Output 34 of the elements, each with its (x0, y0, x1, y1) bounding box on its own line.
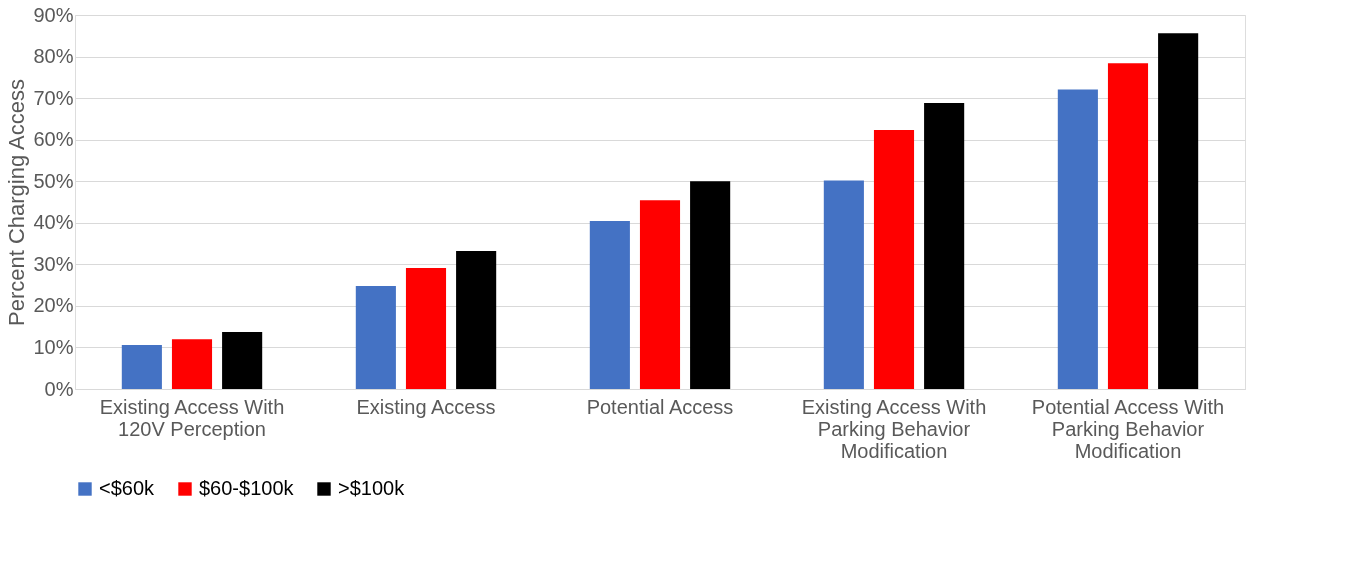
bar (823, 180, 864, 389)
bar (1107, 63, 1149, 389)
y-tick-label: 70% (33, 86, 74, 109)
bar (456, 251, 497, 389)
y-axis-title: Percent Charging Access (4, 78, 30, 327)
y-tick-label: 60% (33, 128, 74, 151)
bar (121, 344, 162, 389)
bar (355, 285, 396, 389)
bar (639, 200, 681, 389)
y-tick-label: 40% (33, 211, 74, 234)
y-tick-label: 50% (33, 169, 74, 192)
y-tick-label: 90% (33, 3, 74, 26)
legend-label: $60-$100k (199, 477, 295, 499)
x-tick-label: Existing Access With 120V Perception (99, 395, 285, 440)
x-tick-label: Potential Access (586, 395, 734, 418)
y-tick-label: 10% (33, 335, 74, 358)
y-tick-label: 30% (33, 252, 74, 275)
x-tick-label: Potential Access With Parking Behavior Modification (1031, 395, 1225, 462)
bar (589, 221, 630, 389)
bar (222, 332, 263, 389)
x-tick-label: Existing Access With Parking Behavior Modification (801, 395, 987, 462)
bar (1057, 89, 1098, 389)
x-tick-label: Existing Access (356, 395, 496, 418)
bar (924, 103, 965, 389)
legend-label: <$60k (99, 477, 156, 499)
bar (690, 181, 731, 389)
y-tick-label: 20% (33, 294, 74, 317)
bar (171, 339, 213, 389)
bar (1158, 33, 1199, 389)
bar (873, 130, 915, 389)
legend-label: >$100k (338, 477, 406, 499)
y-tick-label: 80% (33, 45, 74, 68)
bar (405, 268, 447, 389)
y-tick-label: 0% (44, 377, 74, 400)
